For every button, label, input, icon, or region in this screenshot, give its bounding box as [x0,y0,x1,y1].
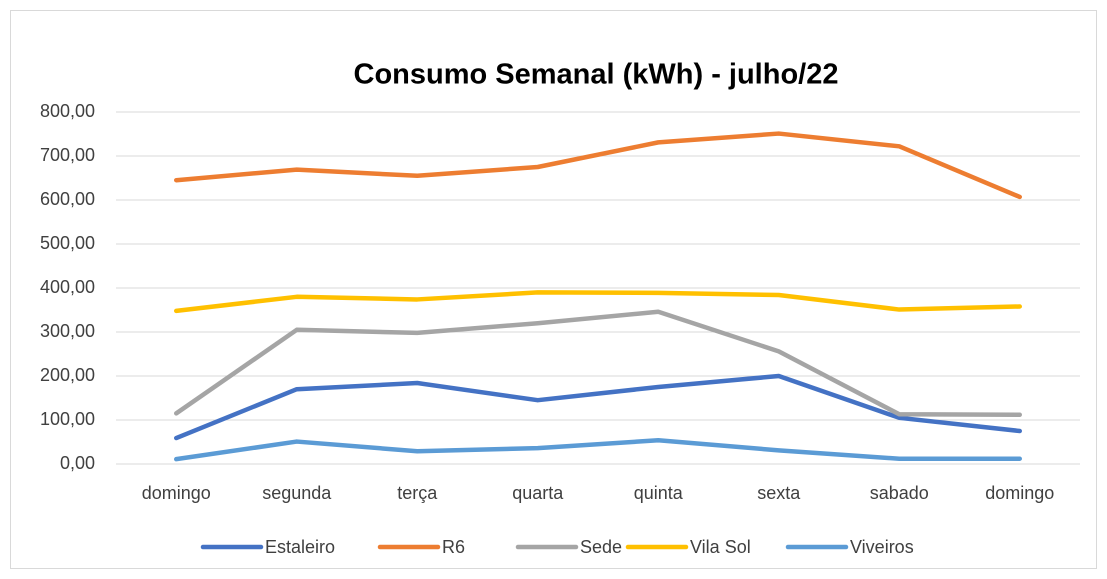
x-tick-label: quarta [512,483,564,503]
x-tick-label: quinta [634,483,684,503]
legend-label: Vila Sol [690,537,751,557]
x-tick-label: sabado [870,483,929,503]
y-tick-label: 700,00 [40,145,95,165]
y-tick-label: 500,00 [40,233,95,253]
y-tick-label: 200,00 [40,365,95,385]
y-tick-label: 0,00 [60,453,95,473]
series-line [174,290,1022,314]
legend-label: Viveiros [850,537,914,557]
chart-border [10,10,1097,569]
legend-label: R6 [442,537,465,557]
legend-label: Sede [580,537,622,557]
x-tick-label: terça [397,483,438,503]
x-tick-label: segunda [262,483,332,503]
legend-label: Estaleiro [265,537,335,557]
series-line [174,437,1022,462]
y-tick-label: 800,00 [40,101,95,121]
x-tick-label: domingo [142,483,211,503]
x-tick-label: sexta [757,483,801,503]
chart-title: Consumo Semanal (kWh) - julho/22 [354,59,839,91]
y-tick-label: 400,00 [40,277,95,297]
series-line [174,373,1022,441]
y-tick-label: 600,00 [40,189,95,209]
series-line [174,309,1022,417]
series-line [174,131,1022,200]
y-tick-label: 300,00 [40,321,95,341]
y-tick-label: 100,00 [40,409,95,429]
x-tick-label: domingo [985,483,1054,503]
